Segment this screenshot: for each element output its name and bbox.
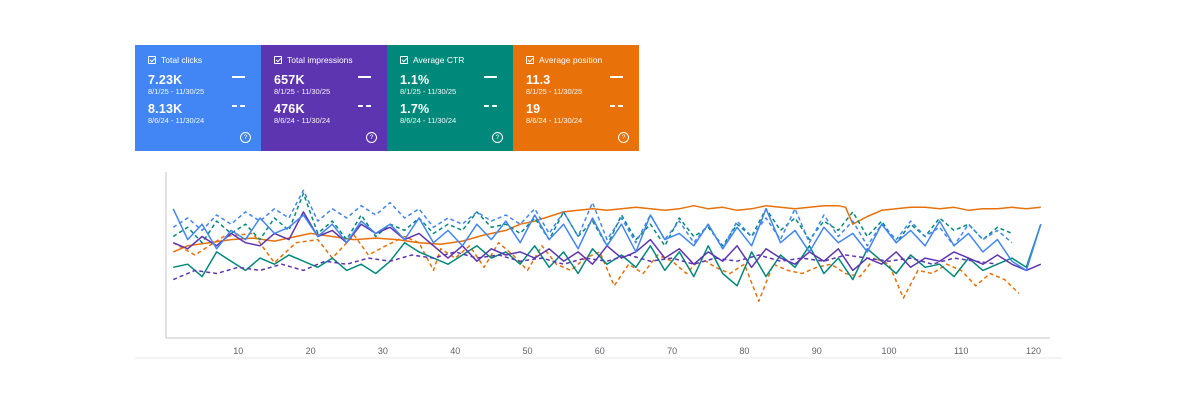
series-line-0-solid [172, 204, 1041, 253]
previous-value: 1.7% [400, 102, 430, 116]
current-value: 7.23K [148, 73, 183, 87]
current-range: 8/1/25 - 11/30/25 [400, 87, 457, 96]
card-total-clicks[interactable]: Total clicks 7.23K 8/1/25 - 11/30/25 8.1… [135, 45, 261, 151]
dashed-line-icon [358, 105, 371, 107]
card-average-position[interactable]: Average position 11.3 8/1/25 - 11/30/25 … [513, 45, 639, 151]
dashed-line-icon [610, 105, 623, 107]
current-range: 8/1/25 - 11/30/25 [274, 87, 331, 96]
previous-value: 19 [526, 102, 541, 116]
previous-value: 8.13K [148, 102, 183, 116]
previous-value: 476K [274, 102, 305, 116]
x-tick-label: 20 [306, 346, 316, 356]
series-line-1-dashed [172, 232, 1020, 302]
current-value: 1.1% [400, 73, 430, 87]
previous-range: 8/6/24 - 11/30/24 [400, 116, 457, 125]
x-tick-label: 80 [739, 346, 749, 356]
card-label: Average CTR [413, 55, 465, 65]
checkbox-checked-icon[interactable] [274, 56, 282, 64]
help-circle-icon[interactable]: ? [492, 132, 503, 143]
series-line-6-solid [172, 208, 1042, 272]
dashed-line-icon [232, 105, 245, 107]
x-tick-label: 50 [522, 346, 532, 356]
help-circle-icon[interactable]: ? [366, 132, 377, 143]
x-tick-label: 40 [450, 346, 460, 356]
solid-line-icon [358, 76, 371, 78]
x-tick-label: 110 [954, 346, 968, 356]
current-range: 8/1/25 - 11/30/25 [148, 87, 205, 96]
solid-line-icon [484, 76, 497, 78]
previous-range: 8/6/24 - 11/30/24 [526, 116, 583, 125]
x-tick-label: 100 [881, 346, 896, 356]
solid-line-icon [232, 76, 245, 78]
series-line-7-dashed [172, 189, 1013, 250]
dashed-line-icon [484, 105, 497, 107]
checkbox-checked-icon[interactable] [526, 56, 534, 64]
help-circle-icon[interactable]: ? [240, 132, 251, 143]
checkbox-checked-icon[interactable] [400, 56, 408, 64]
current-range: 8/1/25 - 11/30/25 [526, 87, 583, 96]
series-line-3-dashed [172, 192, 1013, 247]
current-value: 657K [274, 73, 305, 87]
series-line-2-solid [173, 223, 1042, 287]
card-label: Total clicks [161, 55, 203, 65]
card-label: Average position [539, 55, 603, 65]
series-layer [172, 189, 1042, 302]
previous-range: 8/6/24 - 11/30/24 [274, 116, 331, 125]
checkbox-checked-icon[interactable] [148, 56, 156, 64]
metric-cards: Total clicks 7.23K 8/1/25 - 11/30/25 8.1… [135, 45, 639, 151]
x-tick-label: 10 [233, 346, 243, 356]
x-tick-label: 30 [378, 346, 388, 356]
help-circle-icon[interactable]: ? [618, 132, 629, 143]
x-tick-label: 90 [812, 346, 822, 356]
series-line-5-dashed [172, 251, 998, 281]
current-value: 11.3 [526, 73, 551, 87]
card-average-ctr[interactable]: Average CTR 1.1% 8/1/25 - 11/30/25 1.7% … [387, 45, 513, 151]
x-tick-label: 60 [595, 346, 605, 356]
card-total-impressions[interactable]: Total impressions 657K 8/1/25 - 11/30/25… [261, 45, 387, 151]
x-tick-layer: 10 20 30 40 50 60 70 80 90 100 110 120 [233, 346, 1041, 356]
x-tick-label: 120 [1026, 346, 1041, 356]
solid-line-icon [610, 76, 623, 78]
previous-range: 8/6/24 - 11/30/24 [148, 116, 205, 125]
x-tick-label: 70 [667, 346, 677, 356]
card-label: Total impressions [287, 55, 353, 65]
